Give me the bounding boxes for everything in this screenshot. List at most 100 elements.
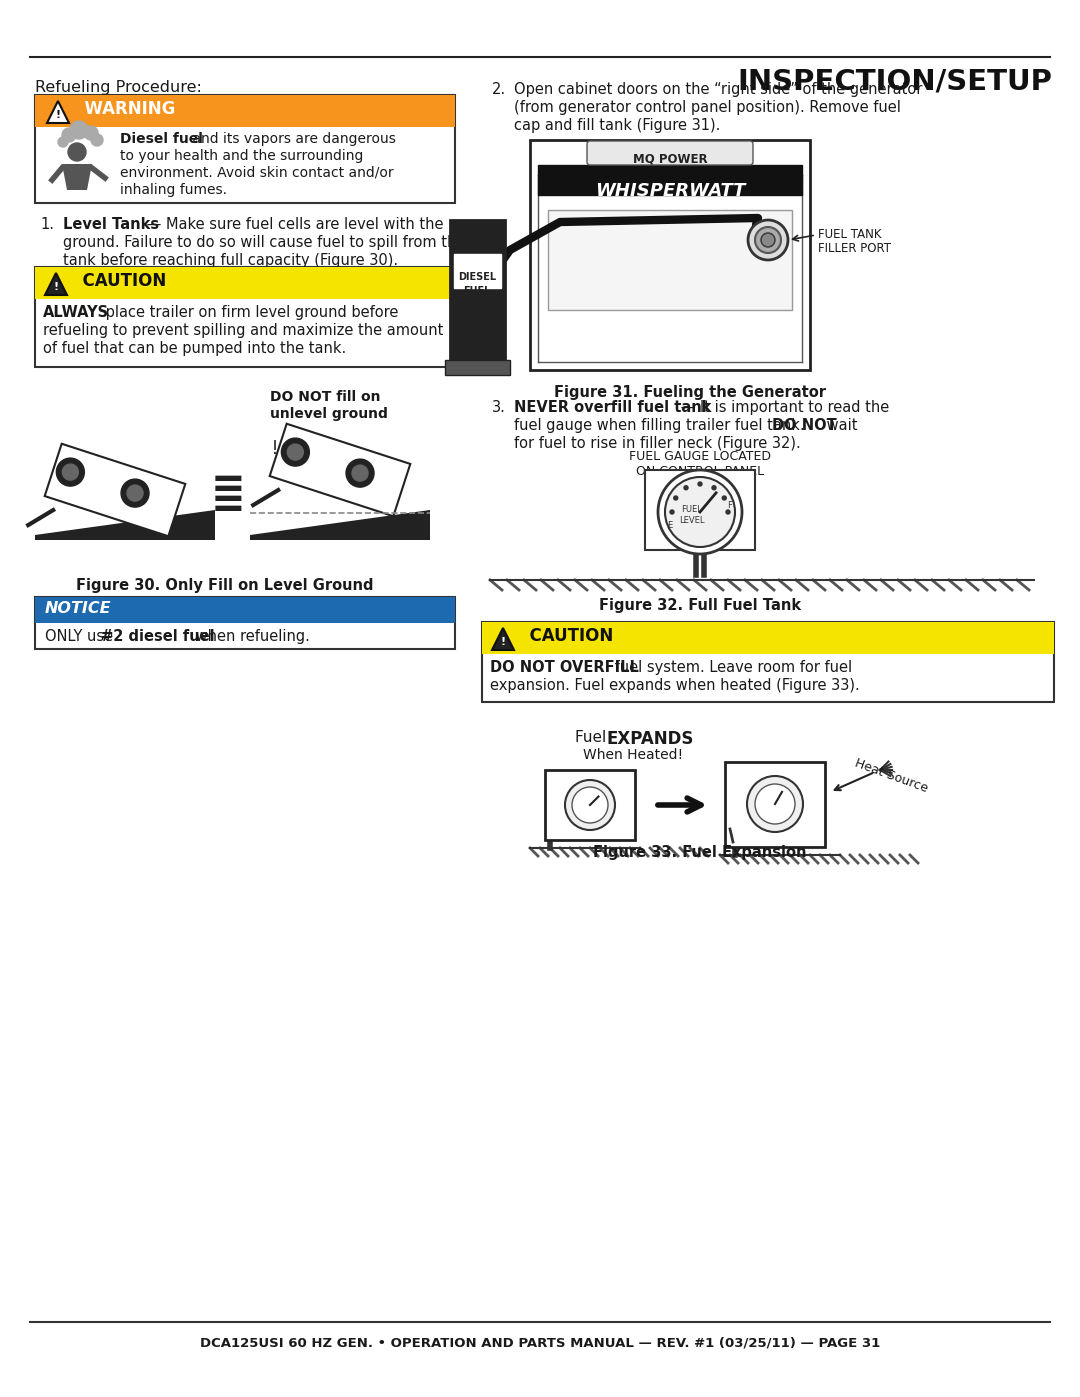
Bar bbox=[538, 165, 802, 196]
Bar bbox=[35, 597, 455, 650]
Text: !: ! bbox=[55, 110, 60, 120]
Polygon shape bbox=[270, 423, 410, 517]
Bar bbox=[35, 267, 455, 299]
Text: LEVEL: LEVEL bbox=[679, 515, 705, 525]
Bar bbox=[530, 140, 810, 370]
Text: FUEL GAUGE LOCATED: FUEL GAUGE LOCATED bbox=[629, 450, 771, 462]
Polygon shape bbox=[45, 272, 67, 295]
Text: DO NOT OVERFILL: DO NOT OVERFILL bbox=[490, 659, 639, 675]
Bar bbox=[725, 761, 825, 847]
Text: cap and fill tank (Figure 31).: cap and fill tank (Figure 31). bbox=[514, 117, 720, 133]
Circle shape bbox=[572, 787, 608, 823]
Circle shape bbox=[287, 444, 303, 460]
Text: environment. Avoid skin contact and/or: environment. Avoid skin contact and/or bbox=[120, 166, 393, 180]
Text: fuel system. Leave room for fuel: fuel system. Leave room for fuel bbox=[610, 659, 852, 675]
Text: DO NOT fill on: DO NOT fill on bbox=[270, 390, 380, 404]
Text: of fuel that can be pumped into the tank.: of fuel that can be pumped into the tank… bbox=[43, 341, 347, 356]
Text: and its vapors are dangerous: and its vapors are dangerous bbox=[188, 131, 396, 147]
Circle shape bbox=[755, 784, 795, 824]
Circle shape bbox=[346, 460, 374, 488]
Circle shape bbox=[58, 137, 68, 147]
Text: 3.: 3. bbox=[492, 400, 505, 415]
Text: — It is important to read the: — It is important to read the bbox=[676, 400, 889, 415]
FancyBboxPatch shape bbox=[588, 141, 753, 165]
Text: FUEL TANK: FUEL TANK bbox=[818, 228, 881, 242]
Circle shape bbox=[748, 219, 788, 260]
Circle shape bbox=[658, 469, 742, 555]
Text: place trailer on firm level ground before: place trailer on firm level ground befor… bbox=[102, 305, 399, 320]
Text: unlevel ground: unlevel ground bbox=[270, 407, 388, 420]
Text: Fuel: Fuel bbox=[575, 731, 611, 745]
Text: FILLER PORT: FILLER PORT bbox=[818, 242, 891, 256]
Text: (from generator control panel position). Remove fuel: (from generator control panel position).… bbox=[514, 101, 901, 115]
Text: Level Ground: Level Ground bbox=[80, 560, 145, 570]
Text: Figure 30. Only Fill on Level Ground: Figure 30. Only Fill on Level Ground bbox=[77, 578, 374, 592]
Bar bbox=[482, 622, 1054, 703]
Bar bbox=[450, 219, 505, 360]
Text: 1.: 1. bbox=[40, 217, 54, 232]
Circle shape bbox=[121, 479, 149, 507]
Circle shape bbox=[127, 485, 143, 502]
Text: Unlevel Ground: Unlevel Ground bbox=[80, 548, 156, 557]
Circle shape bbox=[670, 510, 674, 514]
Text: INSPECTION/SETUP: INSPECTION/SETUP bbox=[737, 68, 1052, 96]
Text: wait: wait bbox=[822, 418, 858, 433]
Text: !: ! bbox=[271, 439, 279, 457]
Bar bbox=[454, 254, 501, 288]
Bar bbox=[35, 95, 455, 203]
Circle shape bbox=[726, 510, 730, 514]
Bar bbox=[545, 770, 635, 840]
Text: CAUTION: CAUTION bbox=[518, 627, 613, 645]
Bar bbox=[35, 95, 455, 127]
Bar bbox=[445, 360, 510, 374]
Bar bbox=[645, 469, 755, 550]
Circle shape bbox=[84, 126, 98, 140]
Text: refueling to prevent spilling and maximize the amount: refueling to prevent spilling and maximi… bbox=[43, 323, 444, 338]
Text: fuel gauge when filling trailer fuel tank.: fuel gauge when filling trailer fuel tan… bbox=[514, 418, 809, 433]
Text: =: = bbox=[211, 464, 245, 506]
Text: Figure 33. Fuel Expansion: Figure 33. Fuel Expansion bbox=[593, 845, 807, 861]
Circle shape bbox=[665, 476, 735, 548]
Circle shape bbox=[684, 486, 688, 490]
Text: WHISPERWATT: WHISPERWATT bbox=[595, 182, 745, 200]
Circle shape bbox=[282, 439, 309, 467]
Polygon shape bbox=[492, 629, 514, 650]
Text: =: = bbox=[211, 483, 245, 527]
Text: DIESEL: DIESEL bbox=[458, 272, 496, 282]
Circle shape bbox=[565, 780, 615, 830]
Circle shape bbox=[68, 142, 86, 161]
Text: FUEL: FUEL bbox=[681, 504, 702, 514]
Text: ONLY use: ONLY use bbox=[45, 629, 118, 644]
Text: ALWAYS: ALWAYS bbox=[43, 305, 109, 320]
Text: DO NOT: DO NOT bbox=[772, 418, 837, 433]
Circle shape bbox=[63, 464, 79, 481]
Text: Level Tanks: Level Tanks bbox=[63, 217, 159, 232]
Bar bbox=[35, 597, 455, 623]
Polygon shape bbox=[62, 163, 92, 190]
Text: Unlevel Ground: Unlevel Ground bbox=[291, 548, 365, 557]
Bar bbox=[482, 622, 1054, 654]
Bar bbox=[35, 267, 455, 367]
Circle shape bbox=[723, 496, 726, 500]
Text: NEVER overfill fuel tank: NEVER overfill fuel tank bbox=[514, 400, 712, 415]
Circle shape bbox=[91, 134, 103, 147]
Text: EXPANDS: EXPANDS bbox=[607, 731, 694, 747]
Text: for fuel to rise in filler neck (Figure 32).: for fuel to rise in filler neck (Figure … bbox=[514, 436, 800, 451]
Text: Heat Source: Heat Source bbox=[853, 757, 930, 795]
Text: Open cabinet doors on the “right side” of the generator: Open cabinet doors on the “right side” o… bbox=[514, 82, 922, 96]
Text: ground. Failure to do so will cause fuel to spill from the: ground. Failure to do so will cause fuel… bbox=[63, 235, 465, 250]
Text: WARNING: WARNING bbox=[73, 101, 175, 117]
Text: 2.: 2. bbox=[492, 82, 507, 96]
Text: NOTICE: NOTICE bbox=[45, 601, 111, 616]
Circle shape bbox=[56, 458, 84, 486]
Text: Figure 32. Full Fuel Tank: Figure 32. Full Fuel Tank bbox=[599, 598, 801, 613]
Text: When Heated!: When Heated! bbox=[583, 747, 684, 761]
Text: to your health and the surrounding: to your health and the surrounding bbox=[120, 149, 363, 163]
Circle shape bbox=[761, 233, 775, 247]
Text: MQ POWER: MQ POWER bbox=[633, 154, 707, 166]
Polygon shape bbox=[44, 444, 186, 536]
Text: CAUTION: CAUTION bbox=[71, 272, 166, 291]
Text: — Make sure fuel cells are level with the: — Make sure fuel cells are level with th… bbox=[141, 217, 444, 232]
Text: Figure 31. Fueling the Generator: Figure 31. Fueling the Generator bbox=[554, 386, 826, 400]
Text: ON CONTROL PANEL: ON CONTROL PANEL bbox=[636, 465, 764, 478]
